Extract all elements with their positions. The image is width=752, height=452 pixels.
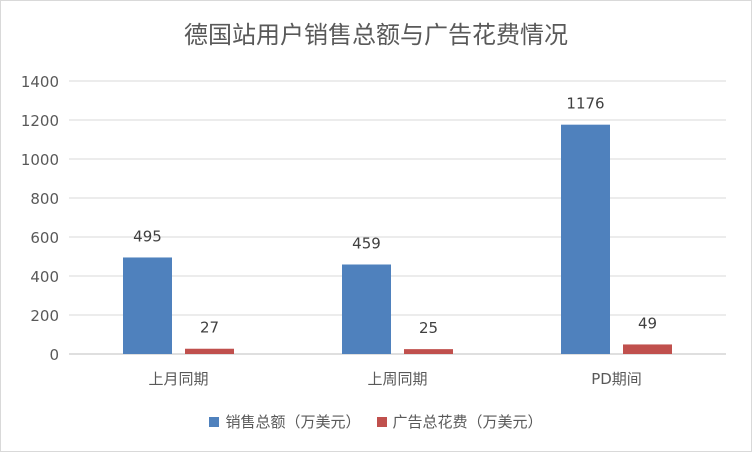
y-tick-label: 400 [30,268,59,286]
legend: 销售总额（万美元） 广告总花费（万美元） [1,411,751,432]
y-tick-label: 200 [30,307,59,325]
y-tick-label: 600 [30,229,59,247]
legend-item-sales: 销售总额（万美元） [209,411,361,432]
y-tick-label: 800 [30,190,59,208]
x-tick-label: 上周同期 [367,370,427,388]
legend-label-ad-spend: 广告总花费（万美元） [392,413,543,431]
x-tick-label: 上月同期 [148,370,208,388]
x-tick-label: PD期间 [591,370,642,388]
y-tick-label: 1400 [21,73,59,91]
bar-sales [342,264,391,354]
bar-sales [123,257,172,354]
legend-swatch-ad-spend [376,416,387,427]
data-label: 1176 [566,95,604,113]
bar-ad-spend [623,344,672,354]
bar-ad-spend [404,349,453,354]
chart-title: 德国站用户销售总额与广告花费情况 [184,21,568,49]
data-label: 49 [638,314,657,332]
y-tick-label: 1200 [21,112,59,130]
legend-label-sales: 销售总额（万美元） [225,413,361,431]
data-label: 27 [200,319,219,337]
y-tick-label: 1000 [21,151,59,169]
data-label: 495 [133,227,162,245]
y-tick-label: 0 [49,346,59,364]
bar-sales [561,124,610,355]
data-label: 459 [352,234,381,252]
legend-item-ad-spend: 广告总花费（万美元） [376,411,543,432]
bar-ad-spend [185,348,234,354]
legend-swatch-sales [209,416,220,427]
data-label: 25 [419,319,438,337]
